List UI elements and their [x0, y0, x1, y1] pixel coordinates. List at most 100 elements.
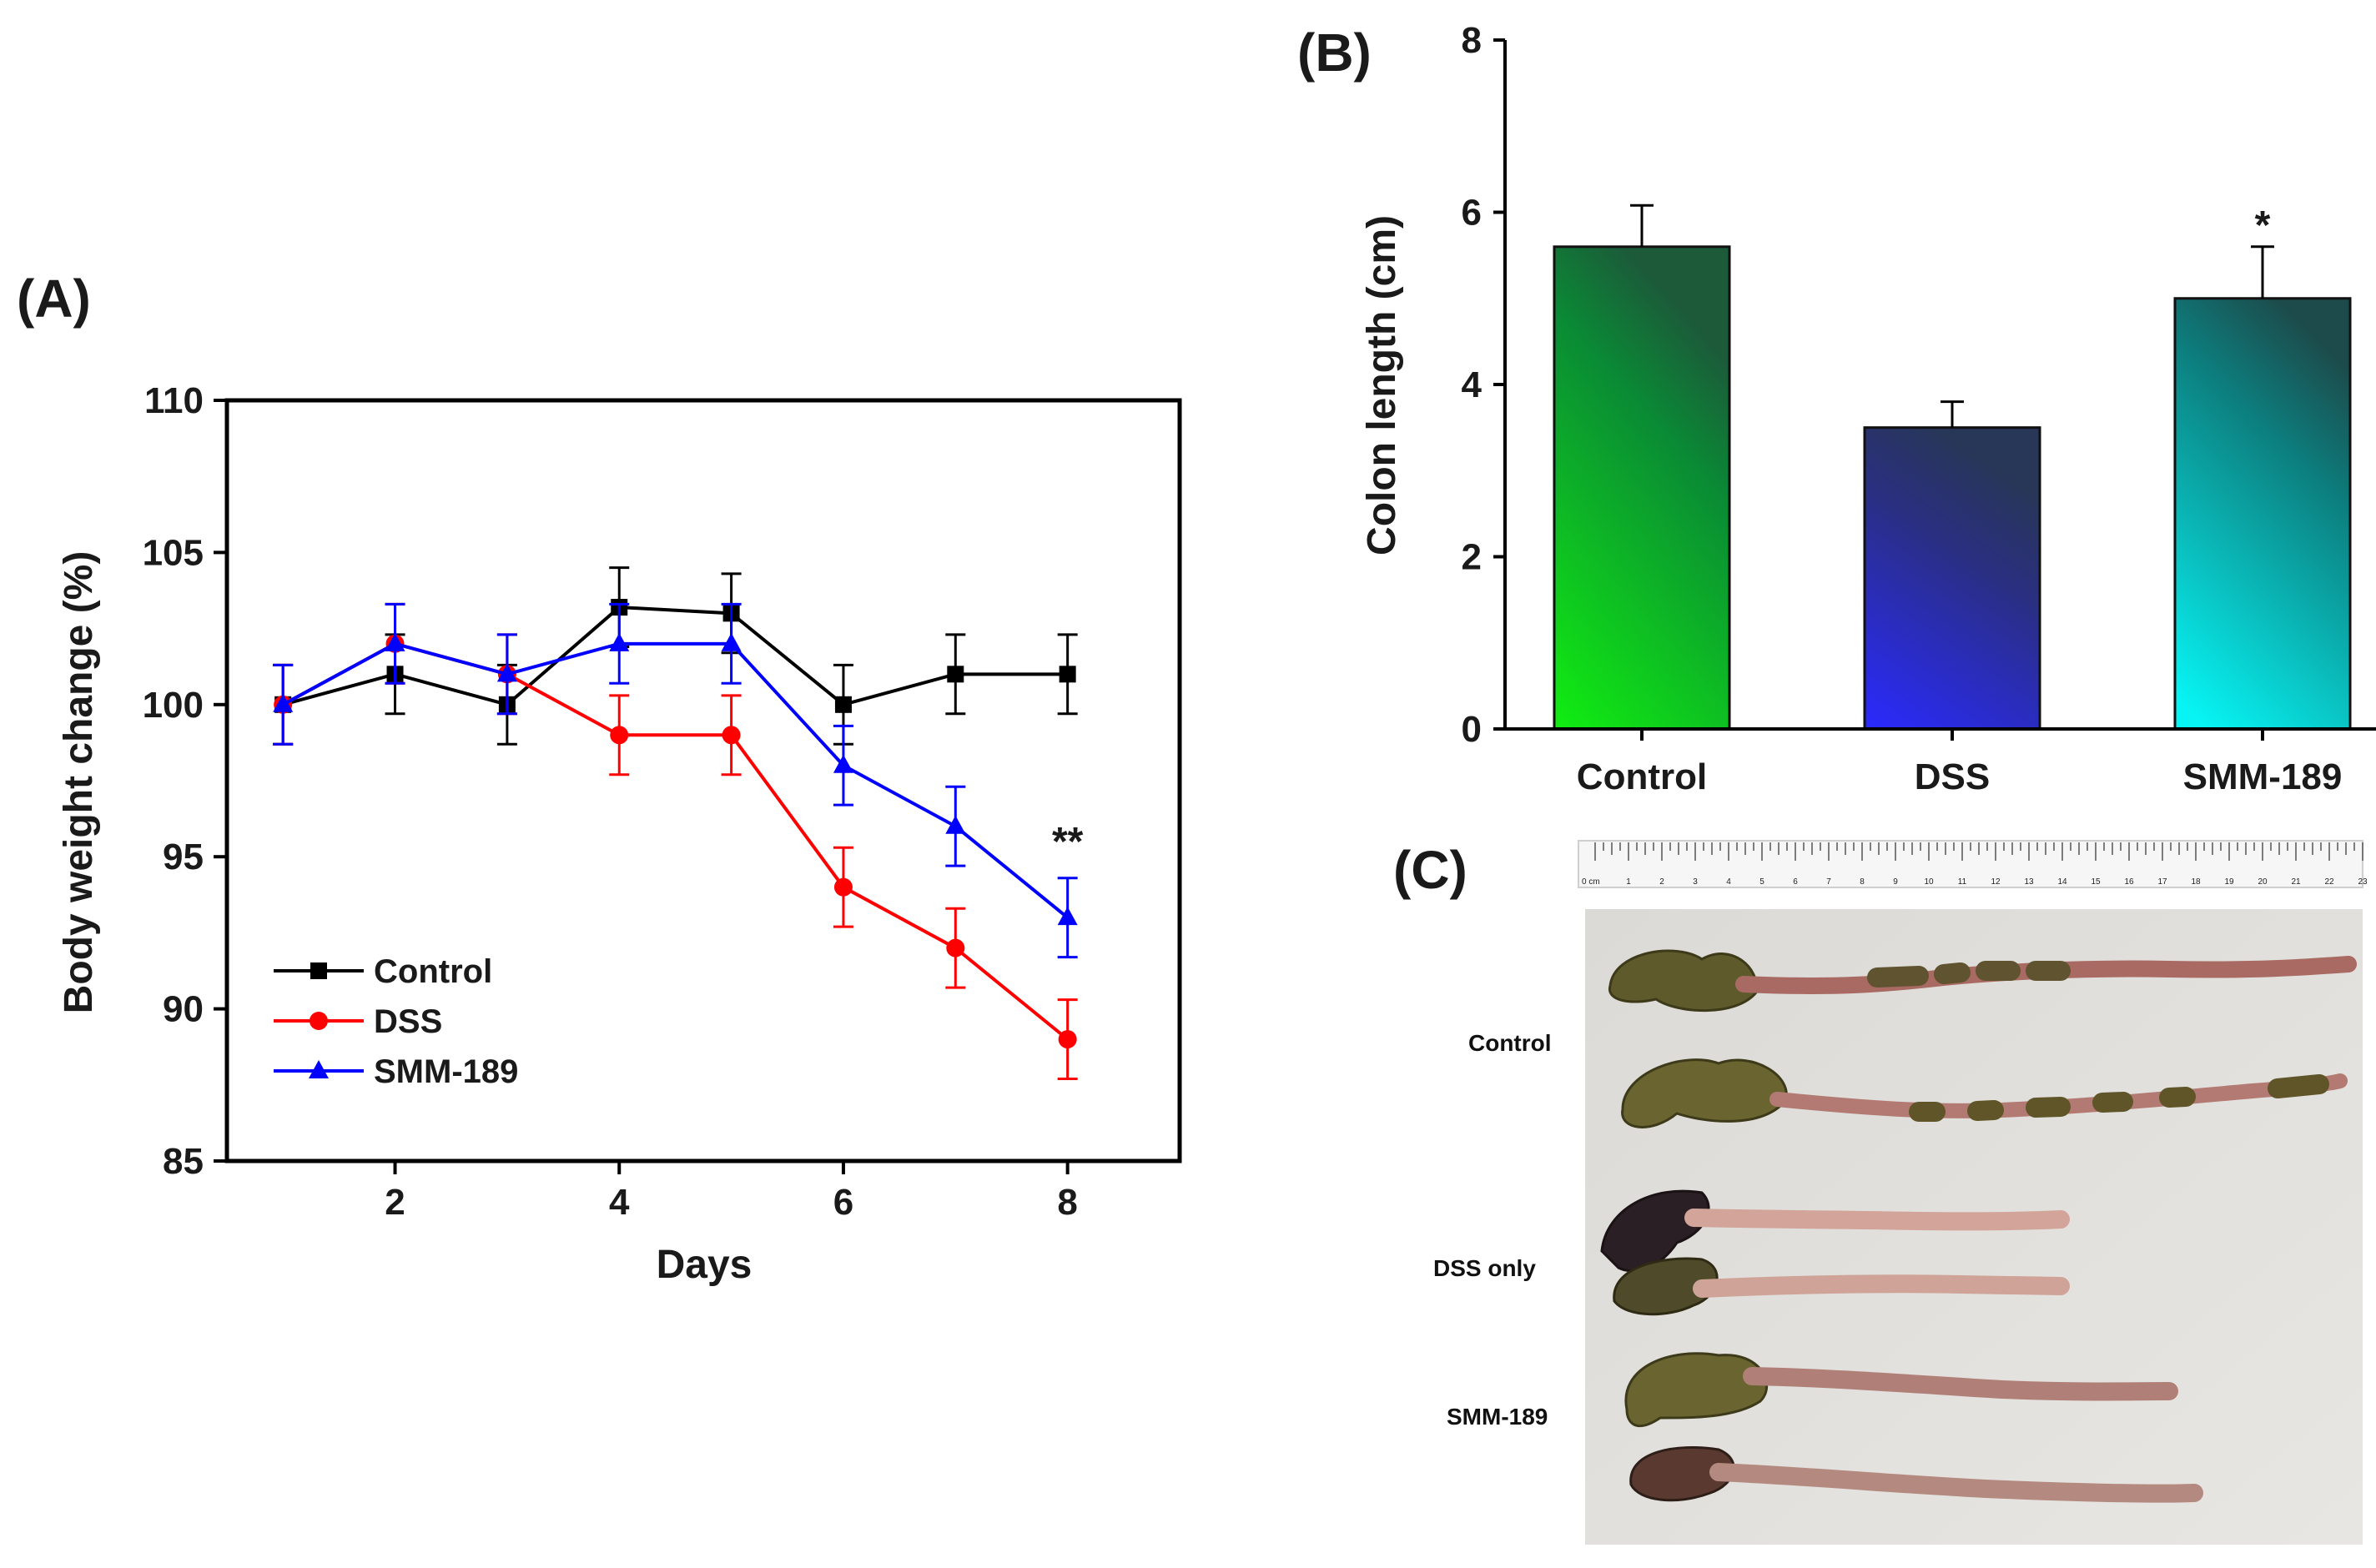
a-data-point: [945, 815, 966, 834]
ruler-number: 23: [2358, 877, 2368, 887]
ruler-number: 19: [2224, 877, 2234, 887]
a-data-point: [946, 938, 965, 957]
legend-label: SMM-189: [374, 1053, 518, 1090]
legend-marker: [309, 1060, 329, 1078]
ruler-number: 1: [1626, 877, 1631, 887]
a-data-point: [834, 696, 852, 713]
a-data-point: [496, 663, 517, 682]
photo-label-dss: DSS only: [1433, 1255, 1536, 1281]
a-data-point: [1057, 907, 1078, 926]
legend-label: Control: [374, 953, 492, 990]
panel-a-x-label: Days: [657, 1243, 753, 1287]
a-series-control: [273, 566, 1078, 746]
a-data-point: [947, 666, 964, 683]
a-data-point: [1058, 1030, 1077, 1049]
ruler-number: 13: [2024, 877, 2034, 887]
b-x-tick-label: Control: [1577, 756, 1707, 797]
specimen-dss-2: [1613, 1257, 2070, 1316]
ruler-number: 21: [2291, 877, 2301, 887]
ruler-number: 6: [1793, 877, 1798, 887]
a-y-tick-label: 100: [143, 685, 204, 726]
panel-a-y-axis: 85 90 95 100 105 110: [143, 380, 227, 1182]
a-x-tick-label: 2: [385, 1182, 405, 1223]
ruler-number: 15: [2091, 877, 2101, 887]
panel-b-bar-chart: (B) 0 2 4 6 8 Control DSS SMM-189 * Colon leng…: [1297, 20, 2376, 797]
ruler-number: 10: [1924, 877, 1934, 887]
ruler-number: 22: [2324, 877, 2334, 887]
ruler-number: 12: [1991, 877, 2001, 887]
a-data-point: [610, 726, 629, 745]
specimen-smm-1: [1624, 1352, 2178, 1428]
ruler-number: 4: [1726, 877, 1731, 887]
a-data-point: [722, 726, 741, 745]
panel-c-photo: (C) 0 cm 1 2 3 4 5 6 7 8 9 10 11 12 13 14 15 16 17 18 19 20…: [1393, 840, 2368, 1545]
colon-specimens: [1600, 949, 2357, 1503]
panel-b-y-axis: 0 2 4 6 8: [1462, 20, 1505, 750]
panel-a-plot-frame: [224, 398, 1182, 1163]
b-y-tick-label: 8: [1462, 20, 1482, 61]
specimen-control-2: [1621, 1058, 2348, 1128]
bar-dss: [1863, 426, 2041, 731]
a-series-smm-189: [273, 602, 1078, 959]
ruler-number: 3: [1693, 877, 1698, 887]
ruler-ticks: [1594, 842, 2363, 861]
legend-marker: [310, 1012, 328, 1030]
b-y-tick-label: 0: [1462, 709, 1482, 750]
panel-a-y-label: Body weight change (%): [57, 551, 101, 1014]
a-y-tick-label: 90: [163, 989, 204, 1030]
b-y-tick-label: 2: [1462, 537, 1482, 578]
panel-a-legend: Control DSS SMM-189: [274, 953, 518, 1090]
panel-b-label: (B): [1297, 23, 1372, 83]
ruler-number: 11: [1958, 877, 1967, 887]
b-y-tick-label: 6: [1462, 193, 1482, 234]
panel-a-x-axis: 2 4 6 8: [385, 1161, 1078, 1223]
bar-smm-189: [2173, 297, 2352, 731]
panel-a-significance: **: [1052, 820, 1084, 864]
a-y-tick-label: 95: [163, 837, 204, 877]
panel-b-bars: [1553, 204, 2352, 731]
photo-label-control: Control: [1468, 1030, 1552, 1056]
panel-b-y-label: Colon length (cm): [1360, 215, 1404, 555]
a-data-point: [609, 632, 630, 651]
b-y-tick-label: 4: [1462, 364, 1482, 405]
panel-a-line-chart: (A) 85 90 95 100 105 110 2 4 6 8 ** Days Body we…: [17, 269, 1182, 1287]
a-data-point: [273, 693, 294, 712]
panel-a-series: [273, 566, 1078, 1081]
ruler-number: 8: [1860, 877, 1865, 887]
specimen-dss-1: [1600, 1189, 2070, 1273]
ruler-number: 17: [2157, 877, 2167, 887]
a-x-tick-label: 4: [609, 1182, 630, 1223]
a-series-line: [282, 641, 1069, 919]
panel-c-label: (C): [1393, 840, 1467, 900]
specimen-smm-2: [1629, 1445, 2203, 1503]
a-y-tick-label: 110: [144, 380, 204, 421]
a-x-tick-label: 6: [833, 1182, 853, 1223]
a-y-tick-label: 105: [143, 532, 204, 573]
ruler-number: 7: [1826, 877, 1831, 887]
a-data-point: [721, 632, 742, 651]
photo-label-smm: SMM-189: [1447, 1404, 1548, 1430]
ruler-numbers: 1 2 3 4 5 6 7 8 9 10 11 12 13 14 15 16 17 18 19 20 21 22 23: [1626, 877, 2368, 887]
ruler-number: 9: [1893, 877, 1898, 887]
ruler-number: 20: [2258, 877, 2268, 887]
ruler-number: 5: [1759, 877, 1764, 887]
a-data-point: [833, 877, 853, 897]
a-x-tick-label: 8: [1057, 1182, 1077, 1223]
ruler-number: 14: [2057, 877, 2067, 887]
a-data-point: [1059, 666, 1076, 683]
a-y-tick-label: 85: [163, 1141, 204, 1182]
panel-b-significance: *: [2255, 204, 2271, 248]
ruler-zero-label: 0 cm: [1582, 877, 1600, 887]
bar-control: [1553, 245, 1731, 731]
a-data-point: [833, 754, 853, 773]
ruler: 0 cm 1 2 3 4 5 6 7 8 9 10 11 12 13 14 15 16 17 18 19 20 21 22…: [1578, 840, 2368, 888]
panel-b-x-axis: Control DSS SMM-189: [1577, 729, 2343, 797]
a-data-point: [385, 632, 405, 651]
b-x-tick-label: SMM-189: [2183, 756, 2343, 797]
specimen-control-1: [1608, 949, 2357, 1013]
b-x-tick-label: DSS: [1915, 756, 1990, 797]
ruler-number: 2: [1659, 877, 1664, 887]
ruler-number: 18: [2191, 877, 2201, 887]
legend-label: DSS: [374, 1003, 442, 1040]
